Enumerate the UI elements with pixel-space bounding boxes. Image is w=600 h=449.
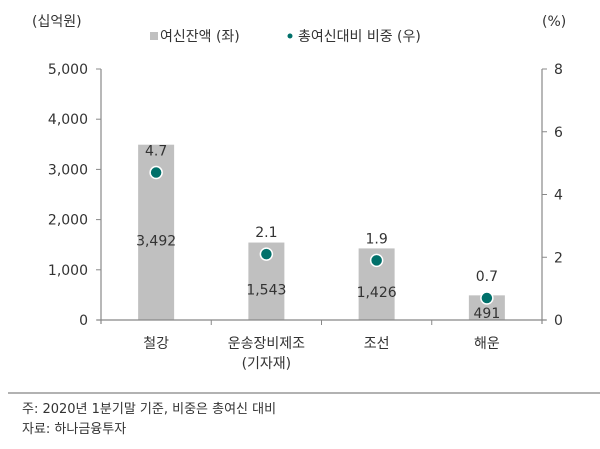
left-tick-label: 3,000 [48, 162, 88, 178]
right-axis-unit: (%) [542, 14, 566, 30]
category-label: 조선 [364, 336, 390, 352]
ratio-value-label: 2.1 [255, 225, 277, 241]
right-tick-label: 6 [554, 125, 563, 141]
left-tick-label: 1,000 [48, 263, 88, 279]
ratio-value-label: 4.7 [145, 144, 167, 160]
ratio-value-label: 1.9 [365, 231, 387, 247]
left-tick-label: 4,000 [48, 112, 88, 128]
left-axis-unit: (십억원) [32, 14, 82, 30]
ratio-value-label: 0.7 [476, 269, 498, 285]
bar-value-label: 1,426 [357, 285, 397, 301]
source-note: 자료: 하나금융투자 [22, 422, 127, 437]
legend-dot-swatch [287, 33, 293, 39]
right-tick-label: 0 [554, 313, 563, 329]
category-label: 해운 [474, 336, 500, 352]
legend-bar-label: 여신잔액 (좌) [160, 29, 240, 45]
left-tick-label: 0 [79, 313, 88, 329]
right-tick-label: 4 [554, 188, 563, 204]
footnote: 주: 2020년 1분기말 기준, 비중은 총여신 대비 [22, 402, 277, 417]
category-label: 철강 [143, 336, 169, 352]
legend-bar-swatch [150, 32, 158, 40]
ratio-dot [259, 247, 274, 261]
ratio-dot [149, 165, 163, 180]
legend-dot-label: 총여신대비 비중 (우) [298, 29, 421, 45]
right-tick-label: 2 [554, 250, 563, 266]
category-label: 운송장비제조 [228, 336, 305, 352]
left-tick-label: 5,000 [48, 62, 88, 78]
bar-value-label: 491 [474, 306, 501, 322]
ratio-dot [369, 253, 384, 268]
category-label: (기자재) [242, 356, 292, 372]
bar-value-label: 1,543 [246, 282, 286, 298]
left-tick-label: 2,000 [48, 213, 88, 229]
right-tick-label: 8 [554, 62, 563, 78]
bar-value-label: 3,492 [136, 233, 176, 249]
ratio-dot [480, 291, 494, 305]
chart-notes: 주: 2020년 1분기말 기준, 비중은 총여신 대비 자료: 하나금융투자 [22, 400, 276, 440]
